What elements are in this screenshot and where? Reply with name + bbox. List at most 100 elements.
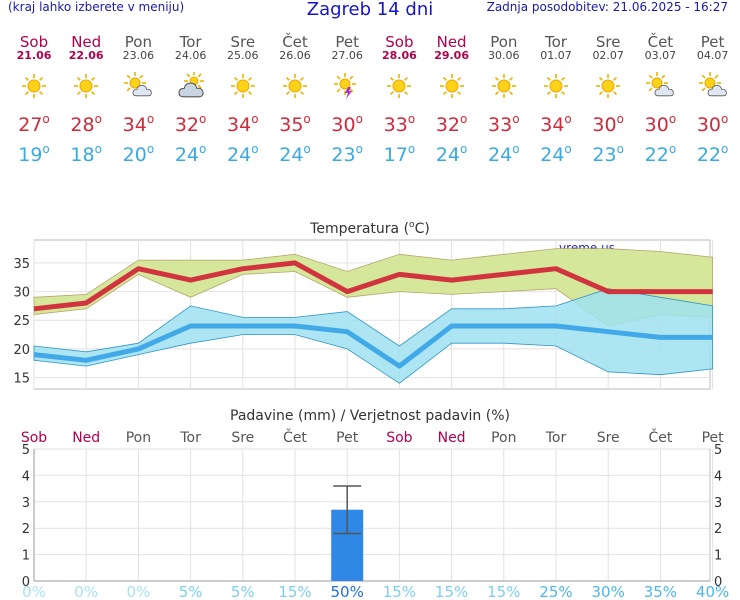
max-temperature: 30o: [331, 112, 363, 136]
min-temperature: 22o: [644, 142, 677, 166]
sun-icon: [542, 72, 570, 100]
precip-day-label: Ned: [72, 430, 100, 446]
day-date: 28.06: [381, 49, 417, 62]
day-column: Pet 04.07 30o 22o: [687, 33, 739, 166]
max-temperature: 35o: [279, 112, 311, 136]
precip-day-label: Ned: [438, 430, 466, 446]
precipitation-chart: Padavine (mm) / Verjetnost padavin (%) S…: [21, 408, 729, 600]
precip-day-label: Čet: [648, 428, 672, 446]
day-name: Pon: [490, 33, 518, 51]
precip-day-label: Sre: [231, 430, 254, 446]
day-name: Sob: [385, 33, 414, 51]
y-tick-label-right: 2: [714, 522, 722, 537]
day-date: 27.06: [331, 49, 363, 62]
day-date: 26.06: [279, 49, 311, 62]
max-temperature: 33o: [488, 112, 520, 136]
y-tick-label-right: 5: [714, 443, 722, 458]
min-temperature: 20o: [122, 142, 155, 166]
location-hint[interactable]: (kraj lahko izberete v meniju): [8, 0, 185, 14]
y-tick-label: 15: [13, 372, 30, 387]
sun-icon: [385, 72, 413, 100]
max-temperature: 30o: [696, 112, 729, 136]
sun-icon: [594, 72, 622, 100]
sun-icon: [20, 72, 48, 100]
y-tick-label-right: 4: [714, 469, 722, 484]
y-tick-label-left: 5: [22, 443, 30, 458]
day-column: Sob 28.06 33o 17o: [373, 33, 425, 166]
day-name: Sre: [595, 33, 621, 51]
min-temperature: 24o: [174, 142, 207, 166]
y-tick-label: 35: [13, 257, 30, 272]
day-column: Sob 21.06 27o 19o: [8, 33, 60, 166]
y-tick-label-left: 0: [22, 575, 30, 590]
y-tick-label-left: 3: [22, 496, 30, 511]
day-column: Pon 30.06 33o 24o: [478, 33, 530, 166]
day-column: Sre 02.07 30o 23o: [582, 33, 634, 166]
precipitation-probability: 5%: [179, 583, 203, 600]
precipitation-probability: 40%: [696, 583, 729, 600]
max-temperature: 30o: [644, 112, 677, 136]
day-date: 03.07: [644, 49, 677, 62]
day-date: 24.06: [174, 49, 207, 62]
max-temperature: 30o: [592, 112, 624, 136]
day-column: Čet 03.07 30o 22o: [634, 34, 686, 166]
day-name: Sob: [19, 33, 49, 51]
precipitation-probability: 0%: [74, 583, 98, 600]
day-column: Ned 22.06 28o 18o: [60, 33, 112, 166]
day-date: 23.06: [122, 49, 155, 62]
precip-day-label: Pet: [702, 430, 725, 446]
day-name: Tor: [545, 33, 567, 51]
min-temperature-line: [33, 323, 713, 369]
day-name: Ned: [71, 33, 102, 51]
day-name: Tor: [179, 33, 202, 51]
cloud-sun-icon: [177, 71, 205, 100]
min-temperature: 18o: [70, 142, 102, 166]
precipitation-probability: 0%: [22, 583, 46, 600]
precipitation-probability: 0%: [127, 583, 151, 600]
precipitation-probability: 30%: [592, 583, 625, 600]
sun-icon: [229, 72, 257, 100]
precip-day-label: Sob: [386, 430, 412, 446]
precipitation-probability: 25%: [539, 583, 572, 600]
day-name: Ned: [436, 33, 467, 51]
day-column: Pet 27.06 30o 23o: [321, 33, 373, 166]
precip-day-label: Pon: [126, 430, 151, 446]
unit: C): [415, 221, 430, 237]
max-temperature: 32o: [435, 112, 468, 136]
y-tick-label-right: 3: [714, 496, 722, 511]
day-name: Pet: [700, 33, 725, 51]
precip-day-label: Tor: [545, 430, 567, 446]
day-column: Tor 01.07 34o 24o: [530, 33, 582, 166]
min-temperature: 19o: [18, 142, 50, 166]
day-date: 25.06: [227, 49, 259, 62]
precipitation-probability: 15%: [435, 583, 468, 600]
min-temperature: 24o: [435, 142, 468, 166]
day-date: 29.06: [434, 49, 469, 62]
y-tick-label: 25: [13, 314, 30, 329]
min-temperature: 17o: [383, 142, 416, 166]
precipitation-probability: 15%: [278, 583, 311, 600]
sun-cloud-icon: [698, 72, 727, 100]
precipitation-probability: 50%: [331, 583, 364, 600]
precip-day-label: Sre: [597, 430, 620, 446]
precipitation-chart-title: Padavine (mm) / Verjetnost padavin (%): [230, 408, 510, 424]
precip-day-label: Čet: [283, 428, 307, 446]
min-temperature-range-band: [33, 288, 713, 384]
max-temperature: 27o: [18, 112, 50, 136]
daily-forecast-row: Sob 21.06 27o 19o Ned 22.06 28o 18o Pon 23.06 34o 2…: [8, 34, 736, 166]
degree-sign: o: [409, 220, 415, 230]
sun-icon: [281, 72, 309, 100]
max-temperature: 34o: [227, 112, 259, 136]
sun-icon: [490, 72, 518, 100]
max-temperature-line: [33, 260, 713, 312]
day-name: Pet: [335, 33, 359, 51]
y-tick-label: 20: [13, 343, 30, 358]
precip-day-label: Pet: [336, 430, 359, 446]
max-temperature: 32o: [174, 112, 207, 136]
sun-icon: [438, 72, 466, 100]
day-name: Pon: [124, 33, 152, 51]
min-temperature: 23o: [331, 142, 363, 166]
day-name: Čet: [282, 33, 308, 51]
day-date: 04.07: [696, 49, 729, 62]
